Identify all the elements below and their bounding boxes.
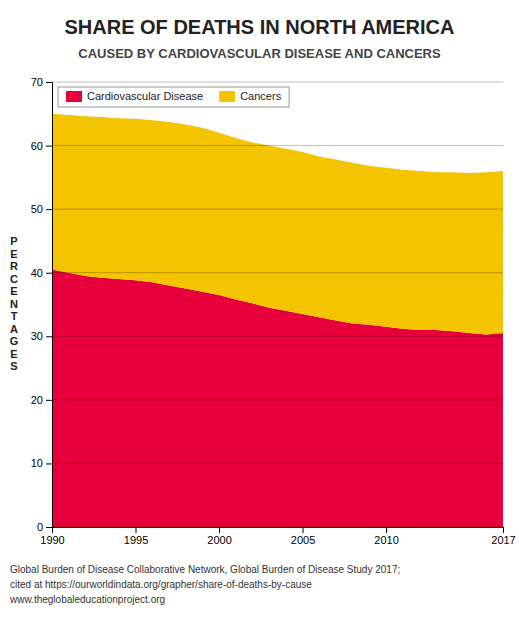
y-tick-mark [46,146,52,147]
grid-line [52,272,503,273]
y-tick-mark [46,336,52,337]
y-tick-label: 60 [31,140,43,152]
y-axis-line [46,83,53,528]
grid-line [52,145,503,146]
legend-label: Cardiovascular Disease [87,90,203,102]
legend-label: Cancers [240,90,281,102]
chart: SHARE OF DEATHS IN NORTH AMERICA CAUSED B… [0,0,519,627]
x-tick: 2017 [491,527,515,546]
plot-marks [52,114,503,527]
y-tick: 70 [31,76,52,88]
y-tick-label: 30 [31,330,43,342]
y-tick-mark [46,82,52,83]
y-tick-mark [46,527,52,528]
y-axis-title-line: T [11,310,18,322]
y-tick: 20 [31,394,52,406]
x-tick: 2000 [207,527,231,546]
x-tick-label: 2005 [291,534,315,546]
x-tick-mark [303,527,304,533]
legend-item: Cancers [219,90,281,102]
y-tick-mark [46,463,52,464]
y-tick: 40 [31,267,52,279]
y-axis-title-line: A [10,322,18,334]
y-axis-title-line: E [10,247,17,259]
grid-line [52,209,503,210]
x-tick-label: 2017 [491,534,515,546]
grid-line [52,336,503,337]
x-tick-label: 2010 [374,534,398,546]
y-axis-title-line: N [10,297,18,309]
y-tick: 0 [37,521,52,533]
y-tick-mark [46,273,52,274]
title: SHARE OF DEATHS IN NORTH AMERICA [65,16,455,38]
annotation: cited at https://ourworldindata.org/grap… [10,579,312,590]
x-tick: 1995 [124,527,148,546]
x-tick-label: 1990 [40,534,64,546]
y-tick-label: 0 [37,521,43,533]
y-tick-label: 70 [31,76,43,88]
y-tick-mark [46,209,52,210]
y-axis-title-line: E [10,347,17,359]
y-tick-label: 50 [31,203,43,215]
x-tick-mark [386,527,387,533]
y-axis-title-line: S [10,360,17,372]
x-tick: 2005 [291,527,315,546]
x-axis-line [53,528,504,534]
y-tick: 60 [31,140,52,152]
grid-line [52,463,503,464]
subtitle: CAUSED BY CARDIOVASCULAR DISEASE AND CAN… [78,46,441,61]
x-tick-mark [503,527,504,533]
legend-box [58,87,289,107]
x-tick-mark [136,527,137,533]
y-tick-label: 20 [31,394,43,406]
y-axis-title-line: C [10,272,18,284]
y-tick-label: 10 [31,457,43,469]
area [52,114,503,335]
y-tick-mark [46,400,52,401]
grid [52,82,503,527]
x-tick-label: 2000 [207,534,231,546]
x-tick: 2010 [374,527,398,546]
x-axis: 1990 1995 2000 2005 2010 2017 [40,527,515,546]
y-axis-title-line: G [10,335,19,347]
legend-item: Cardiovascular Disease [66,90,203,102]
y-axis: 0 10 20 30 40 50 60 70 [31,76,53,533]
x-tick-label: 1995 [124,534,148,546]
annotation: Global Burden of Disease Collaborative N… [10,564,400,575]
y-tick: 10 [31,457,52,469]
legend-swatch [66,91,82,102]
x-tick-mark [219,527,220,533]
y-axis-title-line: R [10,260,18,272]
y-axis-title-line: E [10,285,17,297]
grid-line [52,82,503,83]
y-axis-title: PERCENTAGES [10,235,19,372]
y-tick: 50 [31,203,52,215]
legend-swatch [219,91,235,102]
y-axis-title-line: P [10,235,17,247]
x-tick: 1990 [40,527,64,546]
grid-line [52,399,503,400]
legend: Cardiovascular Disease Cancers [58,87,289,107]
annotation: www.theglobaleducationproject.org [9,594,165,605]
y-tick-label: 40 [31,267,43,279]
y-tick: 30 [31,330,52,342]
